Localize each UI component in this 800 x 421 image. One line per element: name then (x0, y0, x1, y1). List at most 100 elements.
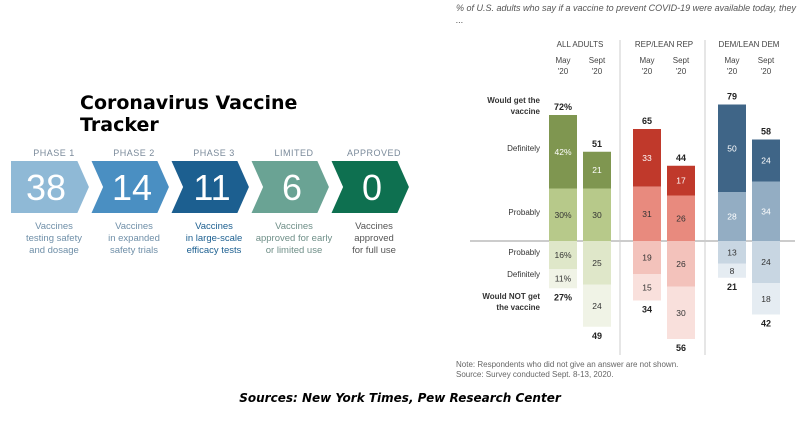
row-label: Would NOT get the vaccine (482, 292, 540, 312)
bar-segment (752, 181, 780, 241)
total-get-label: 79 (727, 92, 737, 102)
category-label: Sept (673, 56, 690, 65)
total-not-label: 21 (727, 282, 737, 292)
category-label: Sept (758, 56, 775, 65)
segment-label: 17 (676, 176, 686, 186)
phase-description-line: or limited use (265, 245, 323, 256)
segment-label: 30% (554, 210, 571, 220)
bar-segment (549, 269, 577, 289)
segment-label: 30 (676, 308, 686, 318)
bar-segment (583, 188, 611, 241)
segment-label: 21 (592, 165, 602, 175)
phase-description-2: Vaccines in large-scale efficacy tests (168, 221, 260, 257)
segment-label: 50 (727, 143, 737, 153)
bar-segment (718, 192, 746, 241)
phase-description-line: safety trials (109, 245, 159, 256)
segment-label: 11% (555, 274, 572, 284)
phase-arrow-1 (88, 159, 172, 215)
row-label: Definitely (507, 144, 540, 153)
bar-segment (667, 195, 695, 241)
phase-arrow-3 (248, 159, 332, 215)
phase-count-3: 6 (282, 167, 302, 208)
segment-label: 18 (761, 294, 771, 304)
bar-segment (667, 286, 695, 339)
total-get-label: 44 (676, 153, 686, 163)
group-heading: ALL ADULTS (557, 40, 604, 49)
bar-segment (583, 151, 611, 189)
phase-description-line: efficacy tests (186, 245, 242, 256)
category-label: May (555, 56, 570, 65)
category-label: '20 (558, 67, 569, 76)
phase-description-0: Vaccines testing safety and dosage (8, 221, 100, 257)
segment-label: 26 (676, 259, 686, 269)
total-get-label: 58 (761, 127, 771, 137)
phase-label-1: PHASE 2 (113, 148, 155, 158)
segment-label: 31 (642, 209, 652, 219)
phase-arrow-2 (168, 159, 252, 215)
phase-count-4: 0 (362, 167, 382, 208)
segment-label: 42% (554, 147, 571, 157)
phase-description-line: Vaccines (355, 221, 393, 232)
segment-label: 24 (592, 301, 602, 311)
bar-segment (549, 188, 577, 241)
category-label: May (639, 56, 654, 65)
total-get-label: 51 (592, 139, 602, 149)
row-label: Definitely (507, 270, 540, 279)
total-not-label: 27% (554, 292, 572, 302)
phase-arrow-4 (328, 159, 412, 215)
phase-description-3: Vaccines approved for early or limited use (248, 221, 340, 257)
segment-label: 34 (761, 206, 771, 216)
category-label: '20 (676, 67, 687, 76)
total-get-label: 65 (642, 116, 652, 126)
category-label: May (724, 56, 739, 65)
phase-description-1: Vaccines in expanded safety trials (88, 221, 180, 257)
total-not-label: 34 (642, 305, 652, 315)
bar-segment (583, 241, 611, 285)
segment-label: 28 (727, 212, 737, 222)
phase-label-2: PHASE 3 (193, 148, 235, 158)
category-label: Sept (589, 56, 606, 65)
segment-label: 25 (592, 258, 602, 268)
category-label: '20 (642, 67, 653, 76)
bar-segment (633, 241, 661, 275)
phase-count-0: 38 (26, 167, 66, 208)
row-label: Would get the vaccine (487, 96, 540, 116)
phase-label-0: PHASE 1 (33, 148, 75, 158)
group-heading: REP/LEAN REP (635, 40, 693, 49)
tracker-title: Coronavirus Vaccine Tracker (80, 92, 298, 136)
phase-description-line: in expanded (108, 233, 160, 244)
category-label: '20 (592, 67, 603, 76)
phase-count-1: 14 (112, 167, 152, 208)
bar-segment (752, 139, 780, 182)
phase-label-4: APPROVED (346, 148, 401, 158)
segment-label: 26 (676, 213, 686, 223)
segment-label: 8 (730, 266, 735, 276)
chart-source: Source: Survey conducted Sept. 8-13, 202… (456, 370, 614, 379)
bar-segment (633, 274, 661, 301)
phase-description-line: and dosage (29, 245, 79, 256)
row-label: Probably (508, 208, 540, 217)
sources-footer: Sources: New York Times, Pew Research Ce… (239, 391, 561, 405)
phase-description-line: approved for early (255, 233, 333, 244)
segment-label: 33 (642, 153, 652, 163)
phase-description-line: approved (354, 233, 394, 244)
phase-description-4: Vaccines approved for full use (328, 221, 420, 257)
total-not-label: 42 (761, 319, 771, 329)
phase-description-line: testing safety (26, 233, 82, 244)
phase-arrows: 38 14 11 6 0 (9, 159, 412, 215)
bar-segment (667, 241, 695, 287)
bar-segment (633, 186, 661, 241)
bar-segment (583, 284, 611, 327)
bar-segment (752, 283, 780, 315)
category-label: '20 (761, 67, 772, 76)
bar-segment (752, 241, 780, 283)
chart-notes: Note: Respondents who did not give an an… (456, 360, 678, 380)
chart-caption: % of U.S. adults who say if a vaccine to… (456, 3, 797, 25)
phase-description-line: Vaccines (115, 221, 153, 232)
bar-segment (718, 263, 746, 278)
segment-label: 13 (727, 247, 737, 257)
phase-arrow-0 (9, 159, 92, 215)
phase-description-line: Vaccines (195, 221, 233, 232)
segment-label: 24 (761, 257, 771, 267)
